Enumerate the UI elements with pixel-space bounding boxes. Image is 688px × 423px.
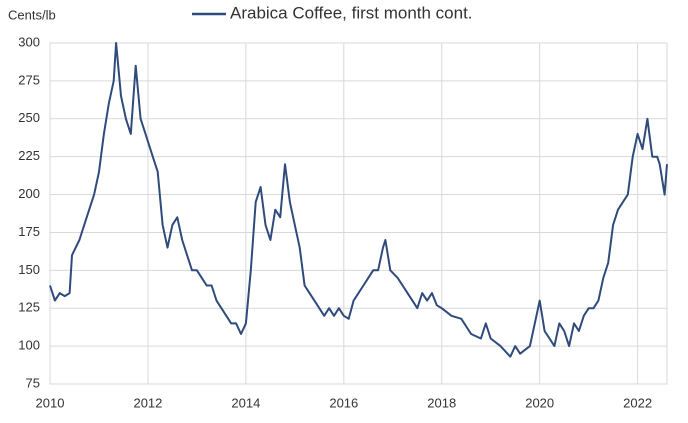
x-tick-label: 2022 [623,395,652,410]
y-tick-label: 250 [18,110,40,125]
y-tick-label: 125 [18,300,40,315]
y-tick-label: 75 [26,375,40,390]
y-tick-label: 300 [18,34,40,49]
x-tick-label: 2010 [36,395,65,410]
y-axis-label: Cents/lb [8,7,56,22]
x-tick-label: 2020 [525,395,554,410]
plot-frame [49,42,668,385]
x-tick-label: 2018 [427,395,456,410]
x-tick-label: 2016 [329,395,358,410]
y-tick-label: 225 [18,148,40,163]
y-tick-label: 200 [18,186,40,201]
y-tick-label: 175 [18,224,40,239]
y-tick-label: 100 [18,338,40,353]
y-tick-label: 275 [18,72,40,87]
x-tick-label: 2014 [231,395,260,410]
x-tick-label: 2012 [133,395,162,410]
y-tick-label: 150 [18,262,40,277]
legend-label: Arabica Coffee, first month cont. [230,3,473,22]
data-line [49,42,668,358]
